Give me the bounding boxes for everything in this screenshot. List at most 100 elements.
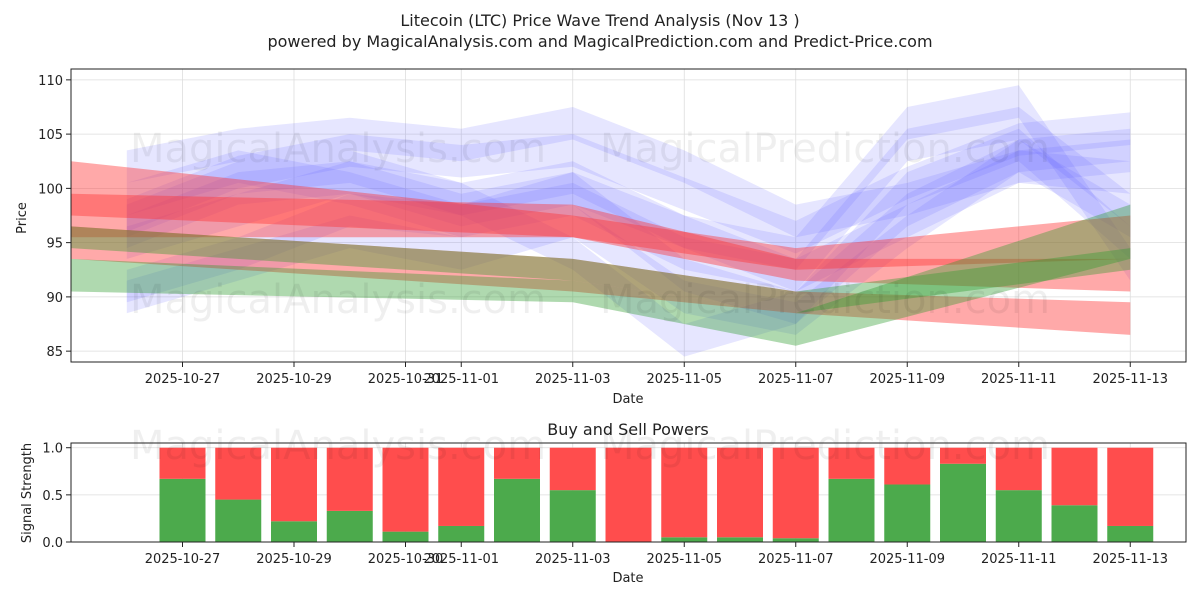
- price-y-axis-label: Price: [15, 202, 30, 234]
- blue-wave-band: [126, 128, 1131, 357]
- buy-bar: [661, 537, 708, 542]
- price-y-axis: 85 90 95 100 105 110: [38, 74, 71, 360]
- sell-bar: [326, 447, 373, 511]
- y-tick-label: 85: [46, 345, 63, 360]
- red-wave-band: [71, 226, 1131, 335]
- sell-bar: [382, 447, 429, 532]
- watermark-right-bottom: MagicalPrediction.com: [600, 423, 1050, 469]
- x-tick-label: 2025-11-01: [423, 552, 499, 567]
- x-tick-label: 2025-10-27: [145, 552, 221, 567]
- x-tick-label: 2025-11-09: [869, 552, 945, 567]
- price-waves: [71, 85, 1131, 357]
- buy-bar: [772, 538, 819, 542]
- blue-wave-band: [126, 112, 1131, 254]
- watermark-left-bottom: MagicalAnalysis.com: [130, 423, 546, 469]
- y-tick-label: 90: [46, 291, 63, 306]
- x-tick-label: 2025-11-13: [1092, 552, 1168, 567]
- y-tick-label: 95: [46, 237, 63, 252]
- blue-wave-band: [126, 85, 1131, 281]
- x-tick-label: 2025-10-30: [368, 552, 444, 567]
- buy-bar: [717, 537, 763, 542]
- buy-bar: [1107, 525, 1154, 542]
- power-chart: Buy and Sell Powers MagicalAnalysis.com …: [20, 420, 1187, 586]
- x-tick-label: 2025-11-03: [535, 552, 611, 567]
- blue-wave-band: [126, 107, 1131, 238]
- power-x-axis-label: Date: [612, 571, 643, 586]
- y-tick-label: 0.0: [42, 536, 63, 551]
- buy-bar: [271, 521, 317, 542]
- x-tick-label: 2025-11-09: [869, 372, 945, 387]
- price-x-axis: 2025-10-27 2025-10-29 2025-10-312025-11-01…: [145, 362, 1168, 387]
- sell-bar: [828, 447, 875, 479]
- sell-bar: [494, 447, 540, 479]
- sell-bar: [995, 447, 1042, 491]
- watermark-right-top: MagicalPrediction.com: [600, 126, 1050, 172]
- x-tick-label: 2025-11-05: [646, 552, 722, 567]
- buy-bar: [1051, 505, 1098, 542]
- buy-bar: [215, 499, 262, 542]
- buy-bar: [884, 484, 931, 542]
- sell-bar: [605, 447, 652, 542]
- sell-bar: [271, 447, 317, 522]
- x-tick-label: 2025-10-29: [256, 552, 332, 567]
- power-y-axis: 0.0 0.5 1.0: [42, 442, 71, 551]
- x-tick-label: 2025-10-31: [368, 372, 444, 387]
- sell-bar: [661, 447, 708, 538]
- sell-bar: [438, 447, 485, 526]
- sell-bar: [1051, 447, 1098, 506]
- blue-wave-band: [126, 139, 1131, 335]
- x-tick-label: 2025-10-29: [256, 372, 332, 387]
- buy-bar: [326, 510, 373, 542]
- buy-bar: [494, 478, 540, 542]
- sell-bar: [549, 447, 596, 491]
- power-y-axis-label: Signal Strength: [20, 443, 35, 543]
- sell-bar: [717, 447, 763, 538]
- buy-bar: [828, 478, 875, 542]
- green-wave-band: [71, 226, 1131, 314]
- sell-bar: [884, 447, 931, 485]
- x-tick-label: 2025-11-03: [535, 372, 611, 387]
- price-plot-background: [71, 69, 1186, 362]
- x-tick-label: 2025-11-11: [981, 552, 1057, 567]
- y-tick-label: 110: [38, 74, 63, 89]
- sell-bar: [772, 447, 819, 539]
- x-tick-label: 2025-11-07: [758, 552, 834, 567]
- price-chart: MagicalAnalysis.com MagicalPrediction.co…: [15, 68, 1187, 407]
- buy-bar: [940, 463, 986, 542]
- price-x-axis-label: Date: [612, 392, 643, 407]
- buy-bar: [382, 531, 429, 542]
- buy-bar: [438, 525, 485, 542]
- y-tick-label: 1.0: [42, 442, 63, 457]
- watermark-right-mid: MagicalPrediction.com: [600, 277, 1050, 323]
- blue-wave-band: [126, 150, 1131, 292]
- buy-bar: [995, 490, 1042, 542]
- x-tick-label: 2025-11-05: [646, 372, 722, 387]
- red-wave-band: [71, 161, 1131, 270]
- x-tick-label: 2025-11-11: [981, 372, 1057, 387]
- buy-bar: [549, 490, 596, 542]
- sell-bar: [940, 447, 986, 464]
- price-grid: [71, 69, 1186, 362]
- blue-wave-band: [126, 128, 1131, 324]
- watermark-left-mid: MagicalAnalysis.com: [130, 277, 546, 323]
- sell-bar: [1107, 447, 1154, 526]
- watermark-left-top: MagicalAnalysis.com: [130, 126, 546, 172]
- blue-wave-band: [126, 107, 1131, 292]
- y-tick-label: 105: [38, 128, 63, 143]
- x-tick-label: 2025-11-07: [758, 372, 834, 387]
- x-tick-label: 2025-11-13: [1092, 372, 1168, 387]
- power-bars: [159, 447, 1154, 542]
- price-plot-frame: [70, 68, 1187, 363]
- chart-title: Litecoin (LTC) Price Wave Trend Analysis…: [400, 11, 799, 30]
- y-tick-label: 0.5: [42, 489, 63, 504]
- red-wave-band: [71, 193, 1131, 292]
- x-tick-label: 2025-11-01: [423, 372, 499, 387]
- buy-bar: [159, 478, 206, 542]
- chart-subtitle: powered by MagicalAnalysis.com and Magic…: [267, 32, 932, 51]
- green-wave-band: [71, 204, 1131, 346]
- y-tick-label: 100: [38, 182, 63, 197]
- power-chart-title: Buy and Sell Powers: [547, 420, 709, 439]
- power-plot-frame: [70, 442, 1187, 543]
- x-tick-label: 2025-10-27: [145, 372, 221, 387]
